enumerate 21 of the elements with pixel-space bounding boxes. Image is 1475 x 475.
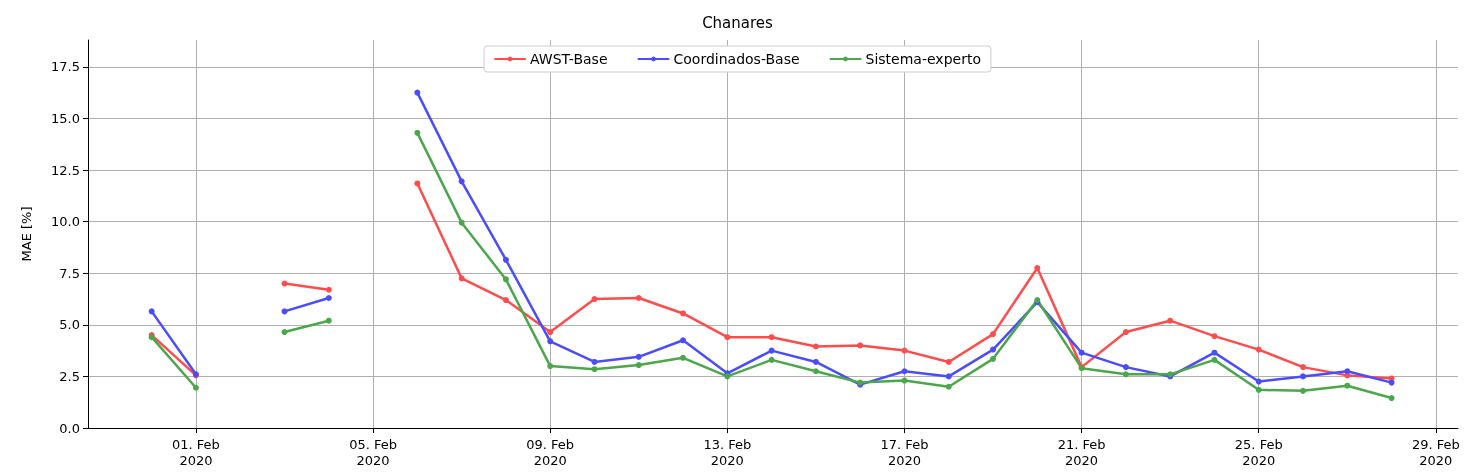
y-tick-label: 2.5: [59, 368, 80, 384]
x-tick-label: 21. Feb 2020: [1057, 436, 1106, 468]
x-tick-label: 09. Feb 2020: [526, 436, 575, 468]
y-axis-title: MAE [%]: [19, 206, 34, 262]
x-tick-label: 05. Feb 2020: [349, 436, 397, 468]
x-tick-label: 25. Feb 2020: [1234, 436, 1283, 468]
legend-label: Coordinados-Base: [673, 51, 800, 67]
x-tick-label: 01. Feb 2020: [172, 436, 220, 468]
y-tick-label: 15.0: [51, 110, 80, 126]
y-tick-label: 12.5: [51, 162, 80, 178]
legend-label: Sistema-experto: [865, 51, 981, 67]
y-tick-label: 7.5: [59, 265, 80, 281]
y-tick-label: 5.0: [59, 317, 80, 333]
legend-label: AWST-Base: [530, 51, 608, 67]
y-tick-label: 0.0: [59, 420, 80, 436]
x-tick-label: 29. Feb 2020: [1411, 436, 1460, 468]
y-tick-label: 17.5: [51, 59, 80, 75]
x-tick-label: 17. Feb 2020: [880, 436, 929, 468]
chart-title: Chanares: [702, 13, 774, 32]
y-tick-label: 10.0: [51, 214, 80, 230]
x-tick-label: 13. Feb 2020: [703, 436, 752, 468]
